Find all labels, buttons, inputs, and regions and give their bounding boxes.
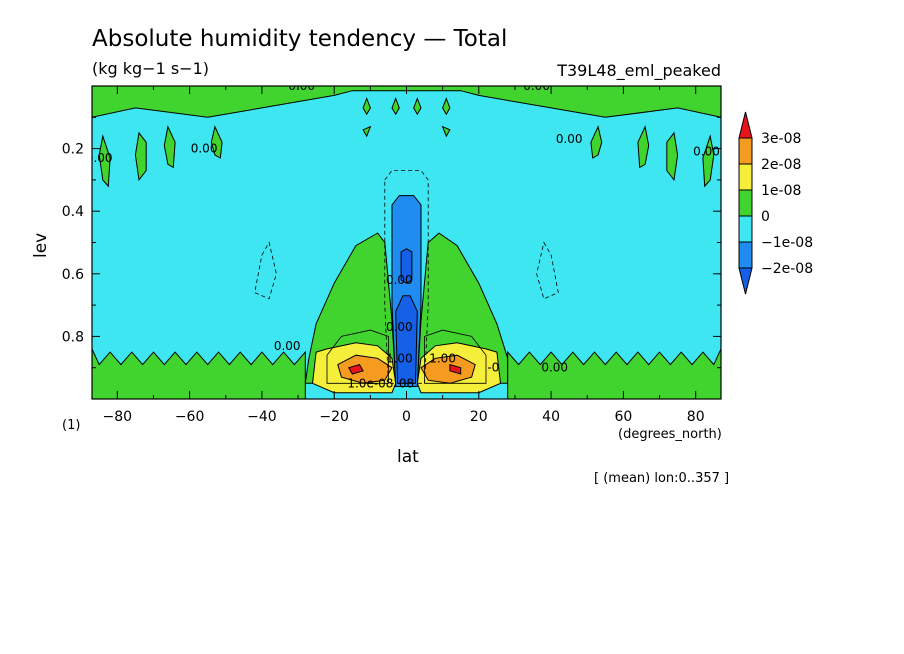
- contour-region: [420, 354, 476, 384]
- colorbar-bottom-arrow: [738, 267, 753, 295]
- colorbar-label: 0: [761, 209, 770, 225]
- contour-region: [590, 125, 603, 159]
- contour-label: 08: [399, 376, 414, 390]
- contour-label: 1.00: [386, 351, 413, 365]
- colorbar-top-arrow: [738, 111, 753, 139]
- contour-region: [391, 97, 400, 116]
- colorbar-label: 3e-08: [761, 131, 801, 147]
- contour-line: [424, 329, 487, 384]
- axis-ticks: [92, 86, 721, 399]
- x-tick-label: 80: [687, 409, 705, 425]
- contour-line: [254, 241, 277, 300]
- x-axis-units: (degrees_north): [618, 427, 722, 442]
- contour-region: [362, 125, 372, 138]
- contour-region: [347, 364, 364, 375]
- colorbar-label: 2e-08: [761, 157, 801, 173]
- x-tick-label: −20: [319, 409, 349, 425]
- contour-region: [92, 348, 306, 399]
- contour-region: [507, 348, 721, 399]
- contour-region: [362, 97, 371, 116]
- chart-units: (kg kg−1 s−1): [92, 59, 209, 78]
- contour-region: [442, 97, 451, 116]
- contour-lines: [254, 170, 559, 384]
- plot-area: 0.00 0.00 0.00 0.00 0.00 0.00 0.00 0.00 0.00 0.00…: [86, 79, 721, 399]
- contour-label: 0.00: [556, 132, 583, 146]
- colorbar-segment: [738, 137, 753, 165]
- colorbar-segment: [738, 189, 753, 217]
- x-tick-label: 20: [470, 409, 488, 425]
- contour-region: [702, 134, 715, 188]
- contour-label: 0.00: [274, 339, 301, 353]
- colorbar-label: −1e-08: [761, 235, 813, 251]
- contour-region: [92, 86, 721, 118]
- y-tick-label: 0.2: [62, 142, 84, 158]
- x-tick-label: 60: [614, 409, 632, 425]
- colorbar-segment: [738, 163, 753, 191]
- contour-region: [210, 125, 223, 159]
- x-tick-label: −60: [175, 409, 205, 425]
- contour-line: [384, 170, 429, 384]
- contour-label: 0.00: [288, 79, 315, 93]
- colorbar-segment: [738, 215, 753, 243]
- y-tick-labels: 0.2 0.4 0.6 0.8: [62, 142, 84, 346]
- contour-region: [441, 125, 451, 138]
- contour-label: 0.00: [191, 142, 218, 156]
- contour-labels: 0.00 0.00 0.00 0.00 0.00 0.00 0.00 0.00 0.00 0.00…: [86, 79, 720, 390]
- x-tick-labels: −80 −60 −40 −20 0 20 40 60 80: [103, 409, 705, 425]
- contour-region: [413, 97, 422, 116]
- y-tick-label: 0.4: [62, 204, 84, 220]
- contour-region: [98, 134, 111, 188]
- contour-region: [449, 363, 462, 375]
- contour-label: 0.00: [386, 320, 413, 334]
- mean-annotation: [ (mean) lon:0..357 ]: [594, 471, 729, 486]
- y-tick-label: 0.8: [62, 329, 84, 345]
- run-label: T39L48_eml_peaked: [556, 61, 721, 81]
- colorbar-label: 1e-08: [761, 183, 801, 199]
- contour-region: [637, 125, 650, 169]
- contour-region: [400, 248, 413, 284]
- colorbar: 3e-08 2e-08 1e-08 0 −1e-08 −2e-08: [738, 111, 813, 295]
- x-tick-label: 40: [542, 409, 560, 425]
- y-axis-label: lev: [31, 233, 51, 258]
- contour-label: 1.0e-08: [347, 376, 393, 390]
- contour-label: 0.00: [86, 151, 113, 165]
- contour-label: -0: [487, 361, 499, 375]
- contour-region: [163, 125, 176, 169]
- chart-title: Absolute humidity tendency — Total: [92, 26, 507, 52]
- contour-label: 1.00: [429, 351, 456, 365]
- colorbar-segment: [738, 241, 753, 269]
- x-tick-label: 0: [402, 409, 411, 425]
- x-tick-label: −40: [247, 409, 277, 425]
- contour-line: [326, 329, 389, 384]
- contour-region: [666, 131, 679, 182]
- colorbar-label: −2e-08: [761, 261, 813, 277]
- contour-region: [134, 131, 147, 182]
- contour-label: 0.00: [693, 145, 720, 159]
- contour-line: [536, 241, 559, 300]
- filled-regions: [92, 86, 721, 399]
- x-axis-label: lat: [397, 447, 419, 467]
- contour-label: 0.00: [541, 361, 568, 375]
- y-tick-label: 0.6: [62, 267, 84, 283]
- contour-label: 0.00: [523, 79, 550, 93]
- y-axis-units: (1): [62, 418, 80, 433]
- contour-region: [395, 295, 418, 384]
- x-tick-label: −80: [103, 409, 133, 425]
- contour-label: 0.00: [386, 273, 413, 287]
